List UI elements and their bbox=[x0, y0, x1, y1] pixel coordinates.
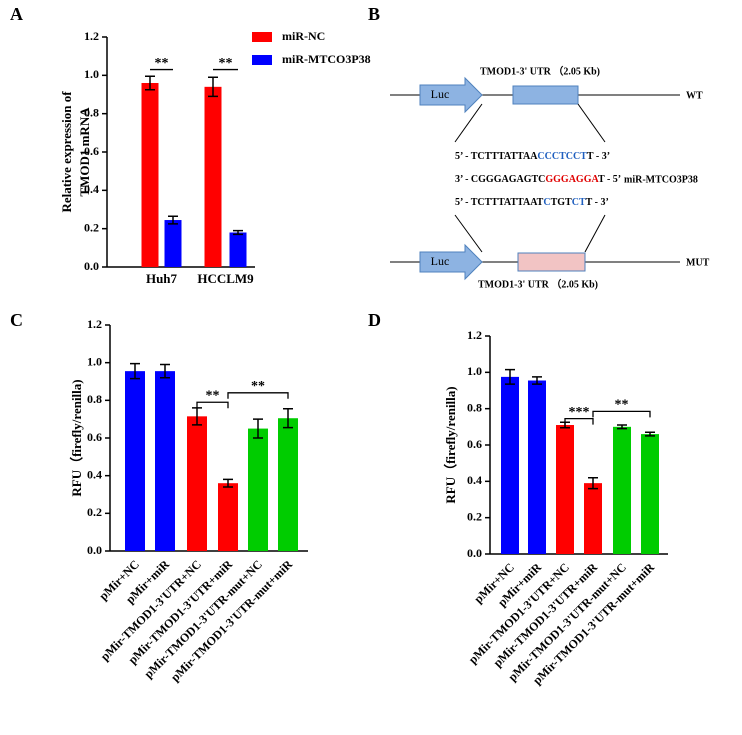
y-tick-label: 1.0 bbox=[87, 354, 102, 368]
bar bbox=[528, 380, 546, 554]
y-tick-label: 0.0 bbox=[87, 543, 102, 557]
y-tick-label: 0.2 bbox=[84, 220, 99, 234]
mir-sequence: 3’ - CGGGAGAGTCGGGAGGAT - 5’ bbox=[455, 174, 621, 185]
diagram: Luc TMOD1-3' UTR （2.05 Kb) WT 5’ - TCTTT… bbox=[390, 64, 710, 290]
mut-sequence: 5’ - TCTTTATTAATCTGTCTT - 3’ bbox=[455, 197, 609, 208]
bar bbox=[613, 426, 631, 554]
significance-label: ** bbox=[206, 388, 220, 403]
bar bbox=[584, 483, 602, 554]
significance-label: ** bbox=[219, 56, 233, 71]
luc-text: Luc bbox=[431, 87, 450, 101]
bar bbox=[556, 425, 574, 554]
bar bbox=[187, 416, 207, 551]
legend-swatch bbox=[252, 32, 272, 42]
significance-bracket bbox=[592, 410, 651, 418]
y-tick-label: 0.6 bbox=[87, 430, 102, 444]
y-tick-label: 1.2 bbox=[87, 317, 102, 331]
y-tick-label: 0.6 bbox=[84, 144, 99, 158]
y-tick-label: 0.6 bbox=[467, 437, 482, 451]
error-bar bbox=[223, 478, 233, 488]
error-bar bbox=[233, 229, 243, 236]
luc-arrow bbox=[419, 243, 483, 281]
utr-box bbox=[512, 85, 579, 105]
y-axis-label: RFU（firefly/renilla) bbox=[69, 379, 84, 496]
y-tick-label: 0.8 bbox=[84, 105, 99, 119]
significance-label: ** bbox=[155, 56, 169, 71]
y-tick-label: 0.4 bbox=[84, 182, 99, 196]
zoom-line bbox=[577, 103, 606, 143]
panel-label: D bbox=[368, 310, 381, 330]
x-tick-label: Huh7 bbox=[146, 271, 178, 286]
bar bbox=[218, 483, 238, 551]
error-bar bbox=[617, 424, 627, 430]
utr-label: TMOD1-3' UTR （2.05 Kb) bbox=[478, 277, 598, 290]
luc-arrow bbox=[419, 76, 483, 114]
panel-label: B bbox=[368, 4, 380, 24]
y-tick-label: 1.0 bbox=[467, 364, 482, 378]
y-axis-label: Relative expression of bbox=[59, 91, 74, 213]
wt-sequence: 5’ - TCTTTATTAACCCTCCTT - 3’ bbox=[455, 151, 610, 162]
zoom-line bbox=[454, 103, 483, 143]
y-tick-label: 0.2 bbox=[87, 505, 102, 519]
bar bbox=[204, 86, 222, 267]
bar bbox=[155, 371, 175, 551]
mir-name: miR-MTCO3P38 bbox=[624, 174, 698, 185]
y-tick-label: 1.2 bbox=[467, 328, 482, 342]
y-tick-label: 0.0 bbox=[467, 546, 482, 560]
y-tick-label: 0.8 bbox=[467, 400, 482, 414]
utr-label: TMOD1-3' UTR （2.05 Kb) bbox=[480, 64, 600, 77]
bar bbox=[229, 232, 247, 267]
legend-label: miR-MTCO3P38 bbox=[282, 52, 371, 66]
panel-label: A bbox=[10, 4, 23, 24]
error-bar bbox=[505, 368, 515, 385]
error-bar bbox=[208, 76, 218, 98]
error-bar bbox=[532, 376, 542, 385]
x-tick-label: HCCLM9 bbox=[197, 271, 254, 286]
bar bbox=[125, 371, 145, 551]
y-tick-label: 0.2 bbox=[467, 509, 482, 523]
luc-text: Luc bbox=[431, 254, 450, 268]
significance-label: *** bbox=[569, 405, 590, 420]
error-bar bbox=[645, 431, 655, 437]
significance-bracket bbox=[564, 418, 594, 425]
y-tick-label: 1.2 bbox=[84, 29, 99, 43]
significance-bracket bbox=[227, 392, 289, 399]
y-axis-label: RFU（firefly/renilla) bbox=[443, 386, 458, 503]
error-bar bbox=[168, 215, 178, 225]
significance-label: ** bbox=[615, 398, 629, 413]
y-tick-label: 0.8 bbox=[87, 392, 102, 406]
significance-bracket bbox=[196, 401, 229, 409]
legend-swatch bbox=[252, 55, 272, 65]
legend-label: miR-NC bbox=[282, 29, 325, 43]
bar bbox=[501, 376, 519, 554]
mut-text: MUT bbox=[686, 257, 710, 268]
y-tick-label: 0.4 bbox=[87, 467, 102, 481]
bar bbox=[278, 418, 298, 551]
y-tick-label: 1.0 bbox=[84, 67, 99, 81]
panel-label: C bbox=[10, 310, 23, 330]
zoom-line bbox=[454, 214, 483, 253]
error-bar bbox=[145, 75, 155, 91]
wt-text: WT bbox=[686, 90, 703, 101]
zoom-line bbox=[584, 214, 606, 253]
bar bbox=[164, 220, 182, 267]
utr-box bbox=[517, 252, 586, 272]
bar bbox=[641, 434, 659, 554]
significance-label: ** bbox=[251, 379, 265, 394]
error-bar bbox=[588, 476, 598, 490]
y-tick-label: 0.0 bbox=[84, 259, 99, 273]
y-axis-label: TMOD1 mRNA bbox=[77, 107, 92, 197]
error-bar bbox=[130, 362, 140, 380]
y-tick-label: 0.4 bbox=[467, 473, 482, 487]
error-bar bbox=[283, 408, 293, 429]
error-bar bbox=[160, 363, 170, 379]
error-bar bbox=[253, 418, 263, 439]
bar bbox=[248, 428, 268, 551]
bar bbox=[141, 83, 159, 267]
